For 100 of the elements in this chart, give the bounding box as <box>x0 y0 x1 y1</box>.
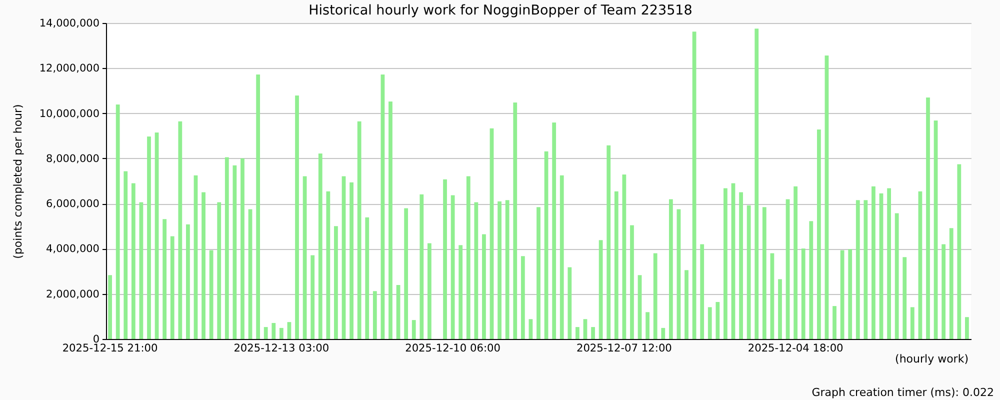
bar <box>770 253 774 339</box>
bar <box>209 250 214 339</box>
bar <box>412 320 416 339</box>
bar <box>224 157 229 339</box>
bar <box>949 228 954 339</box>
y-axis-title: (points completed per hour) <box>12 104 24 259</box>
bar <box>754 28 759 339</box>
bar <box>420 194 424 339</box>
bar <box>194 175 198 339</box>
bar <box>692 32 696 339</box>
y-tick-label: 6,000,000 <box>46 198 100 210</box>
x-tick-label: 2025-12-10 06:00 <box>405 342 501 354</box>
bar <box>739 192 743 339</box>
bar <box>832 306 836 339</box>
bar <box>894 213 899 339</box>
bar <box>264 327 268 339</box>
bar <box>474 202 478 339</box>
bar <box>716 302 720 339</box>
bar <box>598 240 603 339</box>
bar <box>372 291 377 339</box>
bar <box>934 120 938 339</box>
bar <box>684 270 688 339</box>
bar <box>139 202 144 339</box>
bar <box>646 312 650 339</box>
bar <box>334 226 338 339</box>
bar <box>302 176 307 339</box>
bar <box>248 209 252 339</box>
bar <box>350 182 354 339</box>
bar <box>606 145 611 339</box>
bar <box>809 221 814 339</box>
bar <box>396 285 400 339</box>
bar <box>794 186 798 339</box>
bar <box>388 102 392 339</box>
bar <box>879 193 884 339</box>
bar <box>801 248 806 339</box>
bar <box>668 199 673 339</box>
bar <box>466 176 470 339</box>
bar <box>154 132 159 339</box>
bar <box>724 188 728 339</box>
x-tick-label: 2025-12-04 18:00 <box>748 342 844 354</box>
bar <box>902 257 907 339</box>
bar <box>708 307 712 339</box>
bar <box>256 74 260 339</box>
bar <box>404 208 408 339</box>
bar <box>147 136 151 339</box>
bar <box>560 175 564 339</box>
bar <box>318 153 322 339</box>
bar <box>957 164 962 339</box>
bar <box>568 267 572 339</box>
bar <box>217 202 222 339</box>
bar <box>186 224 190 339</box>
x-tick-label: 2025-12-13 03:00 <box>234 342 330 354</box>
bar <box>232 165 237 339</box>
bar <box>326 191 330 339</box>
bar <box>778 279 782 339</box>
bar <box>731 183 736 339</box>
bar <box>848 249 852 339</box>
bar <box>700 244 704 339</box>
bar <box>357 121 362 339</box>
bar <box>505 200 510 339</box>
x-tick-label: 2025-12-07 12:00 <box>576 342 672 354</box>
chart-title: Historical hourly work for NogginBopper of Team 223518 <box>308 2 692 18</box>
bar <box>638 275 642 339</box>
bar <box>310 255 315 339</box>
y-tick-label: 12,000,000 <box>39 62 100 75</box>
bar <box>856 200 860 339</box>
bar <box>926 97 930 339</box>
bar <box>676 209 681 339</box>
bar <box>887 188 891 339</box>
bar <box>591 327 595 339</box>
bar <box>576 327 580 339</box>
bar <box>840 250 844 339</box>
bar <box>279 328 284 339</box>
bar <box>178 121 182 339</box>
bar <box>498 201 502 339</box>
bar <box>427 243 432 339</box>
bar <box>240 158 244 339</box>
y-tick-label: 14,000,000 <box>39 18 100 30</box>
bar <box>162 219 167 339</box>
bar <box>482 234 486 339</box>
bar <box>552 122 556 339</box>
y-tick-label: 10,000,000 <box>39 108 100 120</box>
bar <box>116 104 120 339</box>
bar <box>864 200 868 339</box>
bar <box>872 186 876 339</box>
bar <box>458 245 463 339</box>
bar <box>622 174 626 339</box>
text: Graph creation timer (ms): 0.022 <box>812 386 994 399</box>
bar <box>661 328 666 339</box>
bar <box>824 56 829 339</box>
bar <box>108 275 112 339</box>
y-tick-label: 4,000,000 <box>46 243 100 256</box>
bar <box>910 307 914 339</box>
y-tick-label: 8,000,000 <box>46 152 100 165</box>
bar <box>544 151 548 339</box>
bar <box>450 195 455 339</box>
bar <box>762 207 766 339</box>
bar <box>365 217 370 339</box>
bar <box>520 256 525 339</box>
bar <box>380 74 385 339</box>
